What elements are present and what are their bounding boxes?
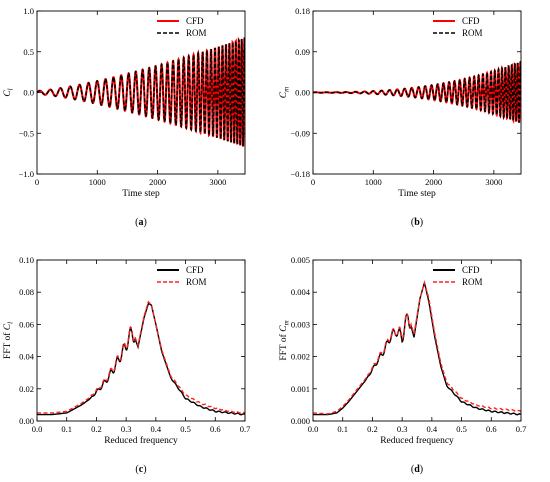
y-tick-label: 0.000 xyxy=(291,416,310,426)
x-tick-label: 0.0 xyxy=(308,424,319,434)
panel-caption: (d) xyxy=(411,464,423,475)
panel-caption: (a) xyxy=(135,217,147,228)
legend-label-rom: ROM xyxy=(462,28,483,38)
y-tick-label: 0.001 xyxy=(291,384,310,394)
y-tick-label: 0.00 xyxy=(19,416,34,426)
y-axis-label-base: C xyxy=(279,325,289,332)
legend-label-cfd: CFD xyxy=(186,265,204,275)
y-tick-label: 0.04 xyxy=(19,352,35,362)
y-axis-label: Cl xyxy=(3,88,15,96)
y-axis-label-subscript: m xyxy=(283,320,291,325)
plot-area xyxy=(37,300,245,416)
y-axis-label: FFT of Cl xyxy=(2,322,15,359)
x-tick-label: 2000 xyxy=(425,177,442,187)
series-line-rom xyxy=(37,37,245,147)
chart-panel-a: 0 1000 2000 3000 −1.0 −0.5 0.0 0.5 1.0 Time step C… xyxy=(3,6,246,228)
panel-caption: (b) xyxy=(411,217,423,228)
x-tick-label: 0.5 xyxy=(180,424,191,434)
series-line-cfd xyxy=(37,302,245,416)
y-tick-label: 1.0 xyxy=(23,6,34,16)
x-tick-label: 1000 xyxy=(365,177,382,187)
x-tick-label: 0.2 xyxy=(367,424,378,434)
series-line-rom xyxy=(313,279,521,415)
x-tick-label: 0.3 xyxy=(397,424,408,434)
x-tick-label: 0.7 xyxy=(516,424,527,434)
plot-frame xyxy=(36,259,246,422)
x-tick-label: 3000 xyxy=(485,177,502,187)
y-tick-label: 0.005 xyxy=(291,255,310,265)
x-tick-label: 1000 xyxy=(89,177,106,187)
y-tick-label: −1.0 xyxy=(19,169,34,179)
y-tick-label: 0.002 xyxy=(291,352,310,362)
y-axis-label-prefix: FFT of xyxy=(278,332,289,361)
x-tick-label: 2000 xyxy=(149,177,166,187)
x-tick-label: 0.2 xyxy=(91,424,102,434)
y-tick-label: −0.09 xyxy=(290,128,310,138)
x-tick-label: 0 xyxy=(35,177,39,187)
y-tick-label: 0.06 xyxy=(19,319,34,329)
x-tick-label: 0.1 xyxy=(61,424,72,434)
y-axis-label-subscript: l xyxy=(7,88,15,90)
x-tick-label: 0.5 xyxy=(456,424,467,434)
chart-panel-b: 0 1000 2000 3000 −0.18 −0.09 0.00 0.09 0.18 Time … xyxy=(279,6,522,228)
legend-label-rom: ROM xyxy=(186,277,207,287)
y-axis-label-base: C xyxy=(3,323,13,330)
y-axis-label: FFT of Cm xyxy=(278,320,291,360)
legend-label-cfd: CFD xyxy=(462,265,480,275)
y-axis-label-subscript: m xyxy=(283,87,291,92)
x-tick-label: 0.3 xyxy=(121,424,132,434)
series-line-rom xyxy=(37,300,245,414)
plot-area xyxy=(313,279,521,416)
legend-label-rom: ROM xyxy=(186,28,207,38)
y-axis-label-base: C xyxy=(279,91,289,98)
y-tick-label: 0.09 xyxy=(295,47,310,57)
x-axis-label: Time step xyxy=(122,189,160,199)
y-tick-label: 0.003 xyxy=(291,319,310,329)
x-tick-label: 3000 xyxy=(209,177,226,187)
y-tick-label: 0.5 xyxy=(23,47,34,57)
plot-frame xyxy=(312,259,522,422)
x-axis-label: Time step xyxy=(398,189,436,199)
legend-label-cfd: CFD xyxy=(186,16,204,26)
y-tick-label: 0.08 xyxy=(19,287,34,297)
x-tick-label: 0.6 xyxy=(486,424,497,434)
chart-panel-d: 0.0 0.1 0.2 0.3 0.4 0.5 0.6 0.7 0.000 0.001 0.002 0… xyxy=(278,255,526,475)
x-tick-label: 0.7 xyxy=(240,424,251,434)
x-axis-label: Reduced frequency xyxy=(380,435,454,446)
series-line-cfd xyxy=(313,282,521,416)
x-tick-label: 0 xyxy=(311,177,315,187)
panel-caption: (c) xyxy=(135,464,146,475)
y-tick-label: 0.10 xyxy=(19,255,34,265)
legend-label-cfd: CFD xyxy=(462,16,480,26)
x-tick-label: 0.0 xyxy=(32,424,43,434)
y-tick-label: 0.02 xyxy=(19,384,34,394)
y-tick-label: 0.18 xyxy=(295,6,310,16)
x-tick-label: 0.4 xyxy=(151,424,162,434)
y-axis-label-prefix: FFT of xyxy=(2,330,13,359)
x-tick-label: 0.6 xyxy=(210,424,221,434)
y-tick-label: 0.0 xyxy=(23,88,34,98)
y-axis-label-base: C xyxy=(3,90,13,97)
series-line-rom xyxy=(313,60,521,123)
y-axis-label: Cm xyxy=(279,87,291,98)
y-tick-label: −0.18 xyxy=(290,169,310,179)
x-tick-label: 0.1 xyxy=(337,424,348,434)
y-tick-label: −0.5 xyxy=(19,128,34,138)
x-tick-label: 0.4 xyxy=(427,424,438,434)
plot-area xyxy=(37,36,245,147)
y-tick-label: 0.004 xyxy=(291,287,311,297)
y-tick-label: 0.00 xyxy=(295,88,310,98)
plot-area xyxy=(313,60,521,125)
legend-label-rom: ROM xyxy=(462,277,483,287)
chart-panel-c: 0.0 0.1 0.2 0.3 0.4 0.5 0.6 0.7 0.00 0.02 0.04 0.06… xyxy=(2,255,250,475)
x-axis-label: Reduced frequency xyxy=(104,435,178,446)
y-axis-label-subscript: l xyxy=(7,322,15,324)
